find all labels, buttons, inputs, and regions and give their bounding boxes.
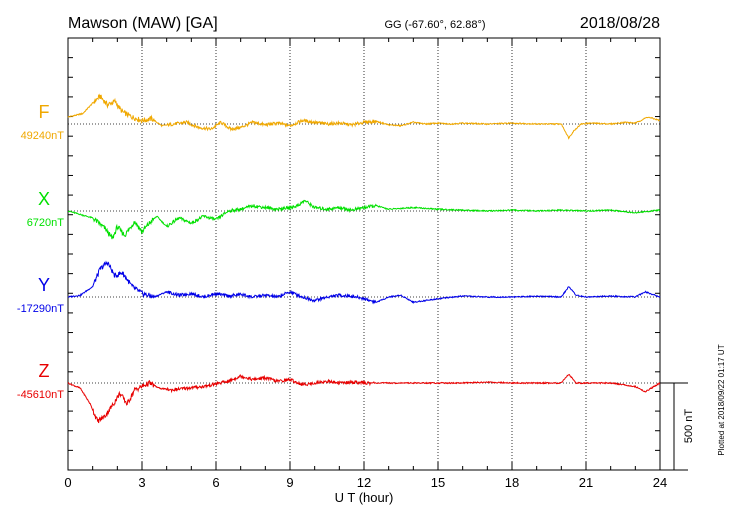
series-name-Z: Z bbox=[39, 361, 50, 381]
series-line-Z bbox=[67, 373, 661, 424]
series-name-F: F bbox=[39, 102, 50, 122]
series-lines bbox=[67, 93, 661, 424]
series-labels: F 49240nT X 6720nT Y -17290nT Z -45610nT bbox=[17, 102, 64, 401]
x-tick-label-6: 6 bbox=[212, 475, 219, 490]
x-tick-label-21: 21 bbox=[579, 475, 593, 490]
x-tick-label-0: 0 bbox=[64, 475, 71, 490]
plotted-timestamp: Plotted at 2018/09/22 01:17 UT bbox=[717, 344, 726, 455]
scale-bar-label: 500 nT bbox=[683, 409, 695, 444]
station-title: Mawson (MAW) [GA] bbox=[68, 15, 218, 32]
x-tick-label-24: 24 bbox=[653, 475, 667, 490]
baseline-value-F: 49240nT bbox=[21, 130, 65, 142]
series-line-Y bbox=[67, 260, 661, 305]
x-tick-label-3: 3 bbox=[138, 475, 145, 490]
series-name-Y: Y bbox=[38, 275, 50, 295]
x-tick-label-15: 15 bbox=[431, 475, 445, 490]
x-axis-title: U T (hour) bbox=[335, 490, 394, 505]
vertical-gridlines bbox=[141, 38, 587, 470]
axis-ticks bbox=[67, 38, 661, 470]
x-tick-labels: 0 3 6 9 12 15 18 21 24 bbox=[64, 475, 667, 490]
series-line-F bbox=[67, 93, 661, 140]
series-line-X bbox=[67, 199, 661, 240]
scale-bar: 500 nT bbox=[660, 382, 695, 471]
x-tick-label-12: 12 bbox=[357, 475, 371, 490]
x-tick-label-18: 18 bbox=[505, 475, 519, 490]
baseline-value-X: 6720nT bbox=[27, 217, 65, 229]
date-label: 2018/08/28 bbox=[580, 15, 660, 32]
geo-coordinates: GG (-67.60°, 62.88°) bbox=[384, 19, 485, 31]
baseline-value-Z: -45610nT bbox=[17, 389, 64, 401]
baseline-value-Y: -17290nT bbox=[17, 303, 64, 315]
series-name-X: X bbox=[38, 189, 50, 209]
x-tick-label-9: 9 bbox=[286, 475, 293, 490]
